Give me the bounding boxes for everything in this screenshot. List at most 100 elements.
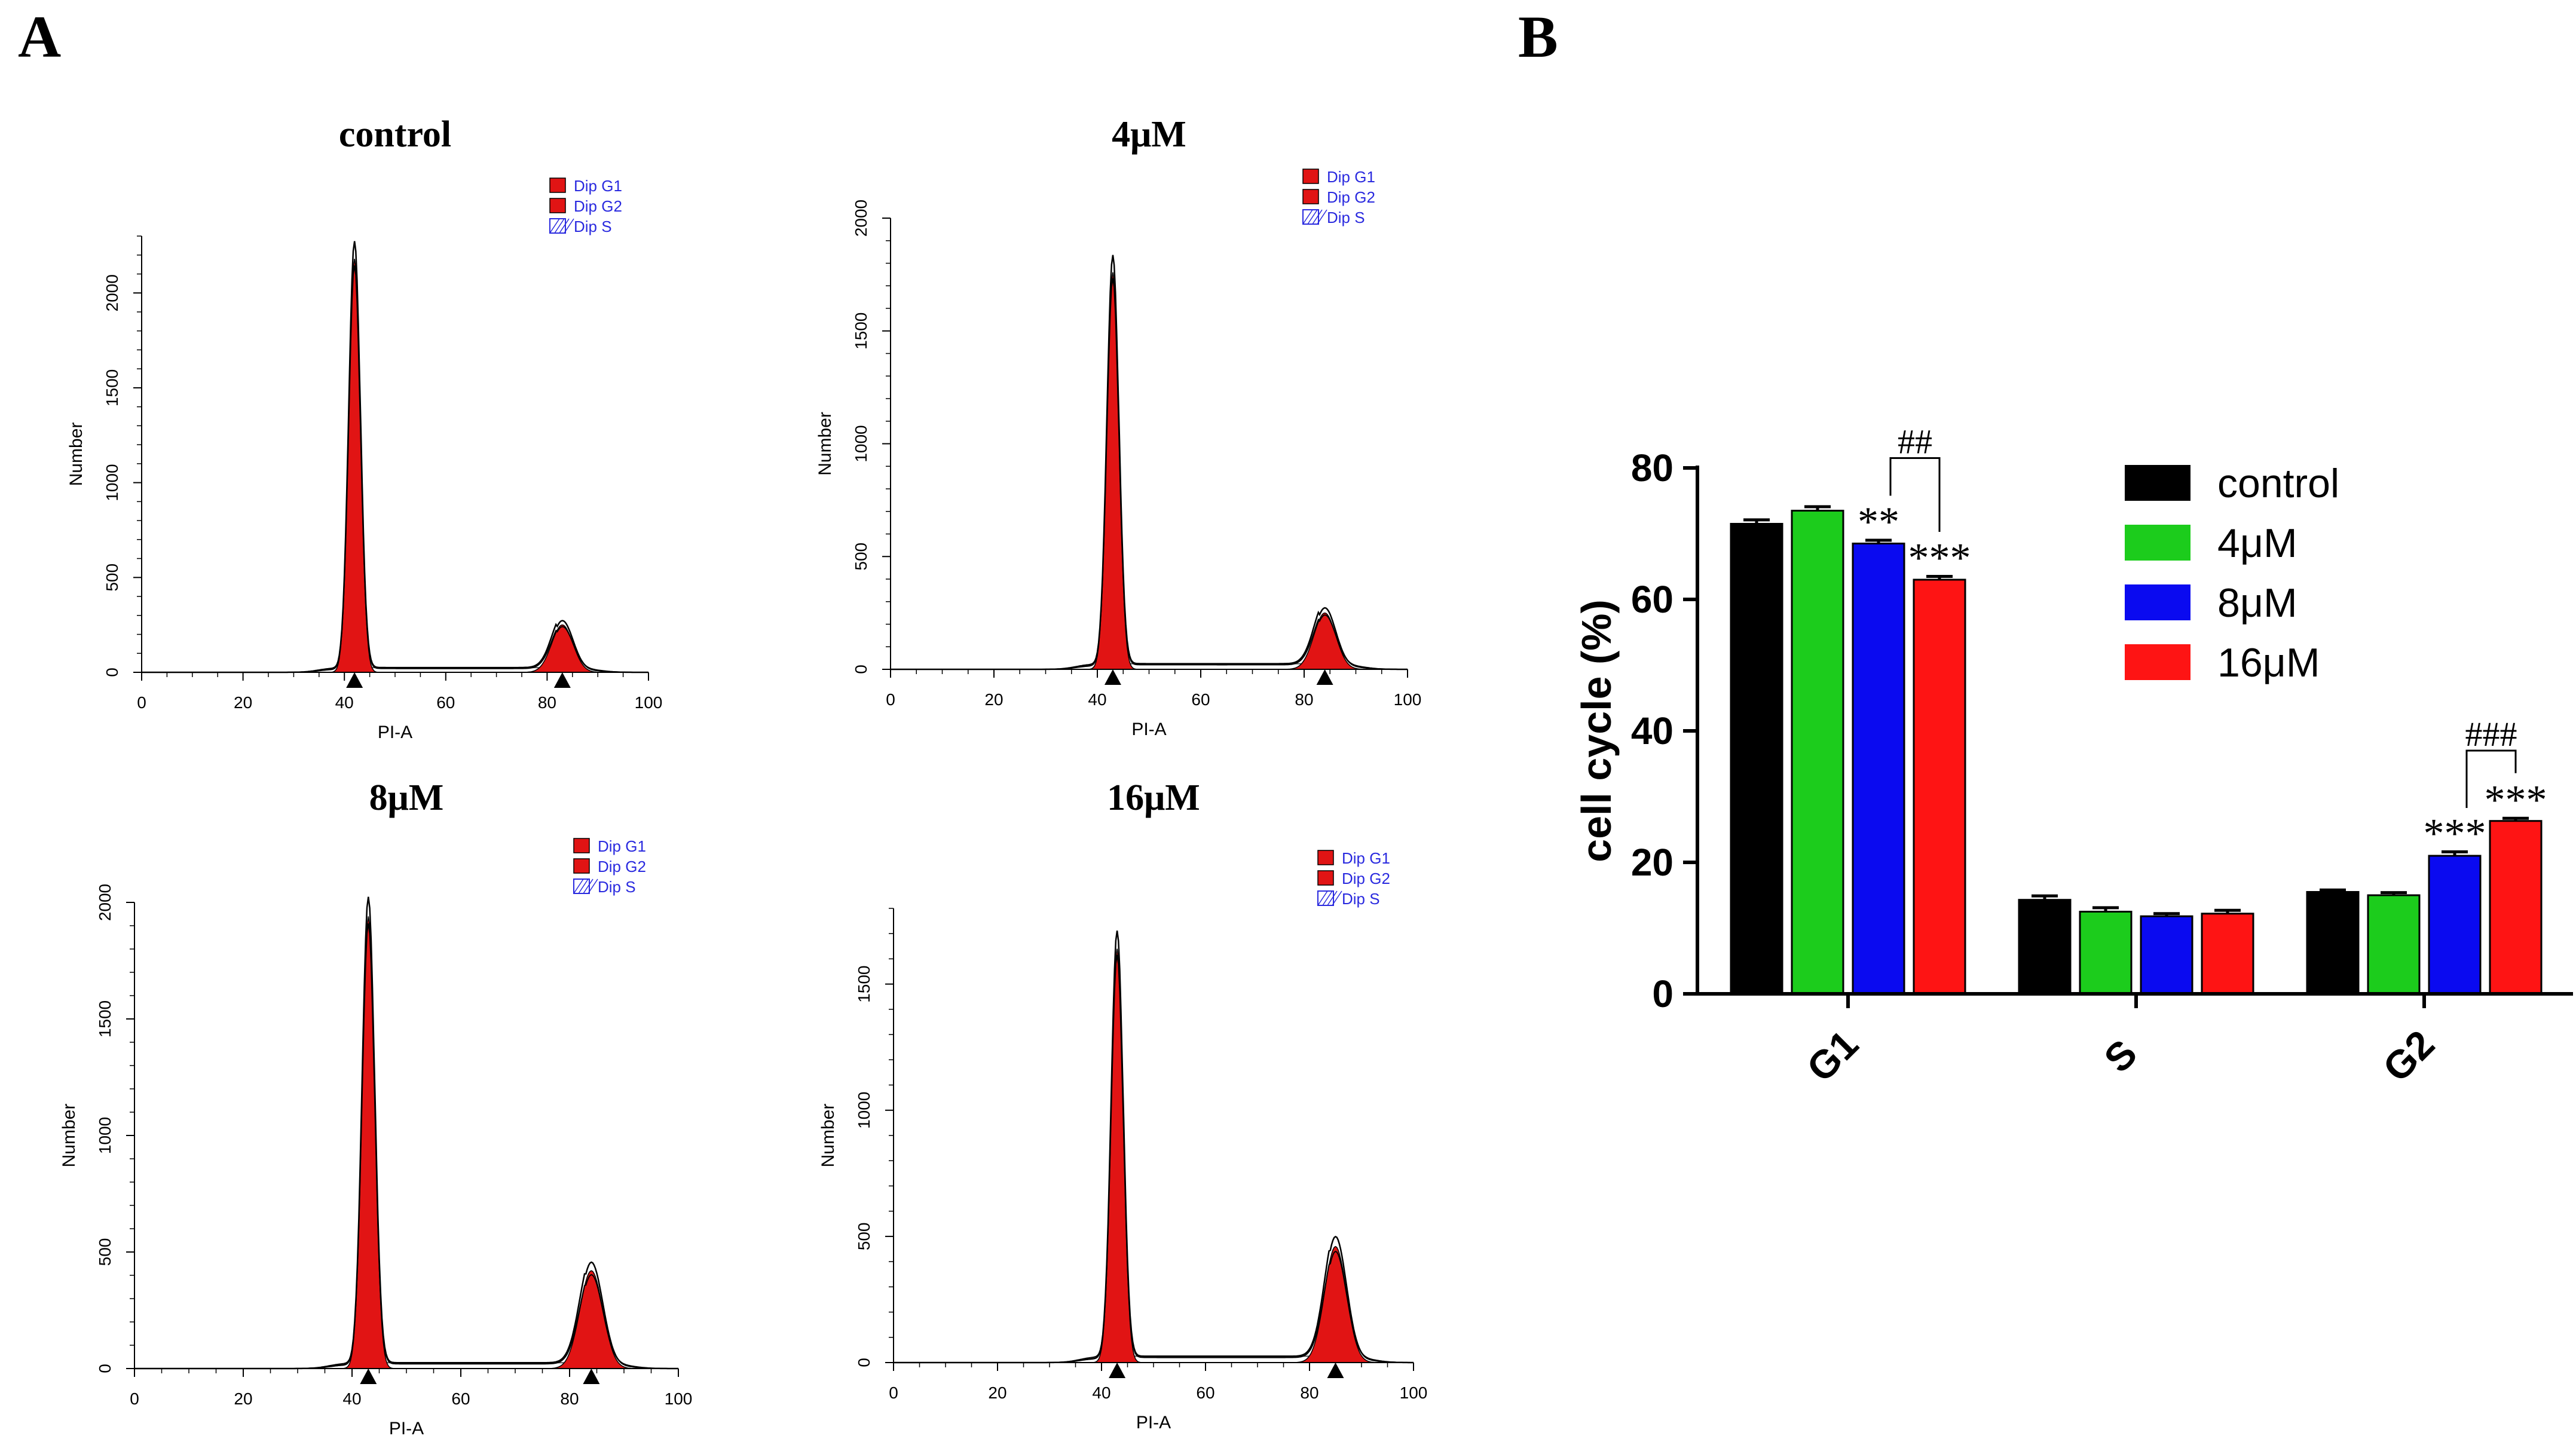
bar-legend-swatch xyxy=(2125,525,2190,561)
legend-hatch xyxy=(1312,209,1323,225)
y-tick-label: 0 xyxy=(103,668,121,677)
legend-hatch xyxy=(578,878,589,894)
legend-swatch xyxy=(573,858,590,874)
bar-category-label: S xyxy=(2095,1031,2145,1080)
significance-stars: *** xyxy=(2485,777,2547,823)
y-tick-label: 1000 xyxy=(852,425,870,462)
x-tick-label: 40 xyxy=(342,1389,361,1408)
panel-b-label: B xyxy=(1518,4,1558,70)
legend-hatch xyxy=(1317,209,1327,225)
legend-label: Dip G1 xyxy=(598,837,646,855)
y-tick-label: 1500 xyxy=(96,1000,114,1037)
legend-label: Dip G1 xyxy=(1327,168,1375,186)
dip-g2-peak xyxy=(142,624,648,673)
x-tick-label: 80 xyxy=(1295,690,1313,709)
comparison-bracket xyxy=(2465,749,2517,808)
bar-G2-4μM xyxy=(2367,894,2421,995)
x-tick-label: 100 xyxy=(635,693,663,712)
legend-label: Dip S xyxy=(598,878,636,896)
x-tick-label: 0 xyxy=(130,1389,139,1408)
x-tick-label: 0 xyxy=(886,690,895,709)
g2-marker xyxy=(1316,669,1333,685)
x-tick-label: 60 xyxy=(1191,690,1210,709)
legend-swatch xyxy=(1317,870,1334,886)
y-tick-label: 0 xyxy=(96,1364,114,1373)
y-tick-label: 500 xyxy=(855,1223,873,1251)
legend-label: Dip S xyxy=(1327,209,1365,226)
legend-label: Dip S xyxy=(574,218,612,235)
x-tick-label: 40 xyxy=(335,693,354,712)
bar-G2-control xyxy=(2306,891,2360,995)
legend-label: Dip G1 xyxy=(574,177,622,195)
bar-legend-label: 8μM xyxy=(2217,580,2297,626)
legend-hatch xyxy=(1317,890,1328,906)
y-tick-label: 0 xyxy=(855,1358,873,1367)
x-tick-label: 100 xyxy=(1394,690,1422,709)
x-axis-label: PI-A xyxy=(1136,1413,1171,1432)
bar-y-axis-label: cell cycle (%) xyxy=(1573,599,1620,862)
legend-label: Dip G2 xyxy=(1327,188,1375,206)
g2-marker xyxy=(1327,1363,1344,1378)
bar-category-label: G1 xyxy=(1798,1021,1867,1090)
bar-G1-control xyxy=(1730,523,1783,995)
significance-stars: *** xyxy=(1908,535,1971,581)
dip-g1-peak xyxy=(891,272,1408,670)
legend-hatch xyxy=(1327,890,1338,906)
bar-G1-4μM xyxy=(1791,510,1844,995)
bar-y-tick-label: 60 xyxy=(1631,578,1674,621)
legend-hatch xyxy=(1307,209,1318,225)
histogram-title: 8μM xyxy=(369,777,444,818)
x-axis-label: PI-A xyxy=(378,723,412,742)
significance-stars: ** xyxy=(1858,499,1899,545)
x-tick-label: 80 xyxy=(1300,1383,1318,1402)
g1-marker xyxy=(360,1369,377,1384)
y-tick-label: 2000 xyxy=(96,884,114,921)
bar-legend-label: 4μM xyxy=(2217,521,2297,566)
y-tick-label: 2000 xyxy=(852,200,870,237)
histogram-title: control xyxy=(339,114,451,155)
x-tick-label: 100 xyxy=(665,1389,693,1408)
legend-label: Dip S xyxy=(1342,890,1380,908)
g1-marker xyxy=(1109,1363,1126,1378)
bracket-label: ### xyxy=(2465,715,2517,754)
x-tick-label: 60 xyxy=(1196,1383,1214,1402)
x-axis-label: PI-A xyxy=(389,1419,424,1438)
bar-legend-label: 16μM xyxy=(2217,640,2320,685)
g1-marker xyxy=(346,672,363,688)
x-tick-label: 0 xyxy=(889,1383,898,1402)
bar-category-label: G2 xyxy=(2374,1021,2443,1090)
legend-hatch xyxy=(554,218,565,234)
legend-hatch xyxy=(588,878,598,894)
y-tick-label: 1500 xyxy=(852,313,870,350)
significance-stars: *** xyxy=(2424,810,2486,856)
x-tick-label: 100 xyxy=(1400,1383,1428,1402)
y-axis-label: Number xyxy=(59,1104,79,1168)
legend-hatch xyxy=(1322,890,1333,906)
x-tick-label: 40 xyxy=(1092,1383,1110,1402)
bar-y-tick-label: 20 xyxy=(1631,841,1674,884)
bar-G1-16μM xyxy=(1913,578,1966,995)
bracket-label: ## xyxy=(1898,423,1932,461)
bar-S-8μM xyxy=(2140,915,2193,995)
bar-legend-label: control xyxy=(2217,461,2339,506)
dip-g2-peak xyxy=(894,1245,1414,1363)
x-tick-label: 20 xyxy=(234,693,252,712)
y-tick-label: 1000 xyxy=(855,1092,873,1129)
y-tick-label: 0 xyxy=(852,665,870,674)
comparison-bracket xyxy=(1889,457,1941,532)
y-tick-label: 1000 xyxy=(103,464,121,501)
legend-swatch xyxy=(1302,169,1319,184)
legend-hatch xyxy=(1332,890,1342,906)
bar-S-16μM xyxy=(2201,913,2254,995)
y-axis-label: Number xyxy=(815,412,835,476)
histogram-title: 16μM xyxy=(1107,777,1200,818)
dip-g1-peak xyxy=(142,258,648,673)
bar-S-control xyxy=(2018,899,2072,995)
bar-y-tick-label: 40 xyxy=(1631,709,1674,752)
x-tick-label: 40 xyxy=(1088,690,1106,709)
legend-swatch xyxy=(1302,189,1319,204)
